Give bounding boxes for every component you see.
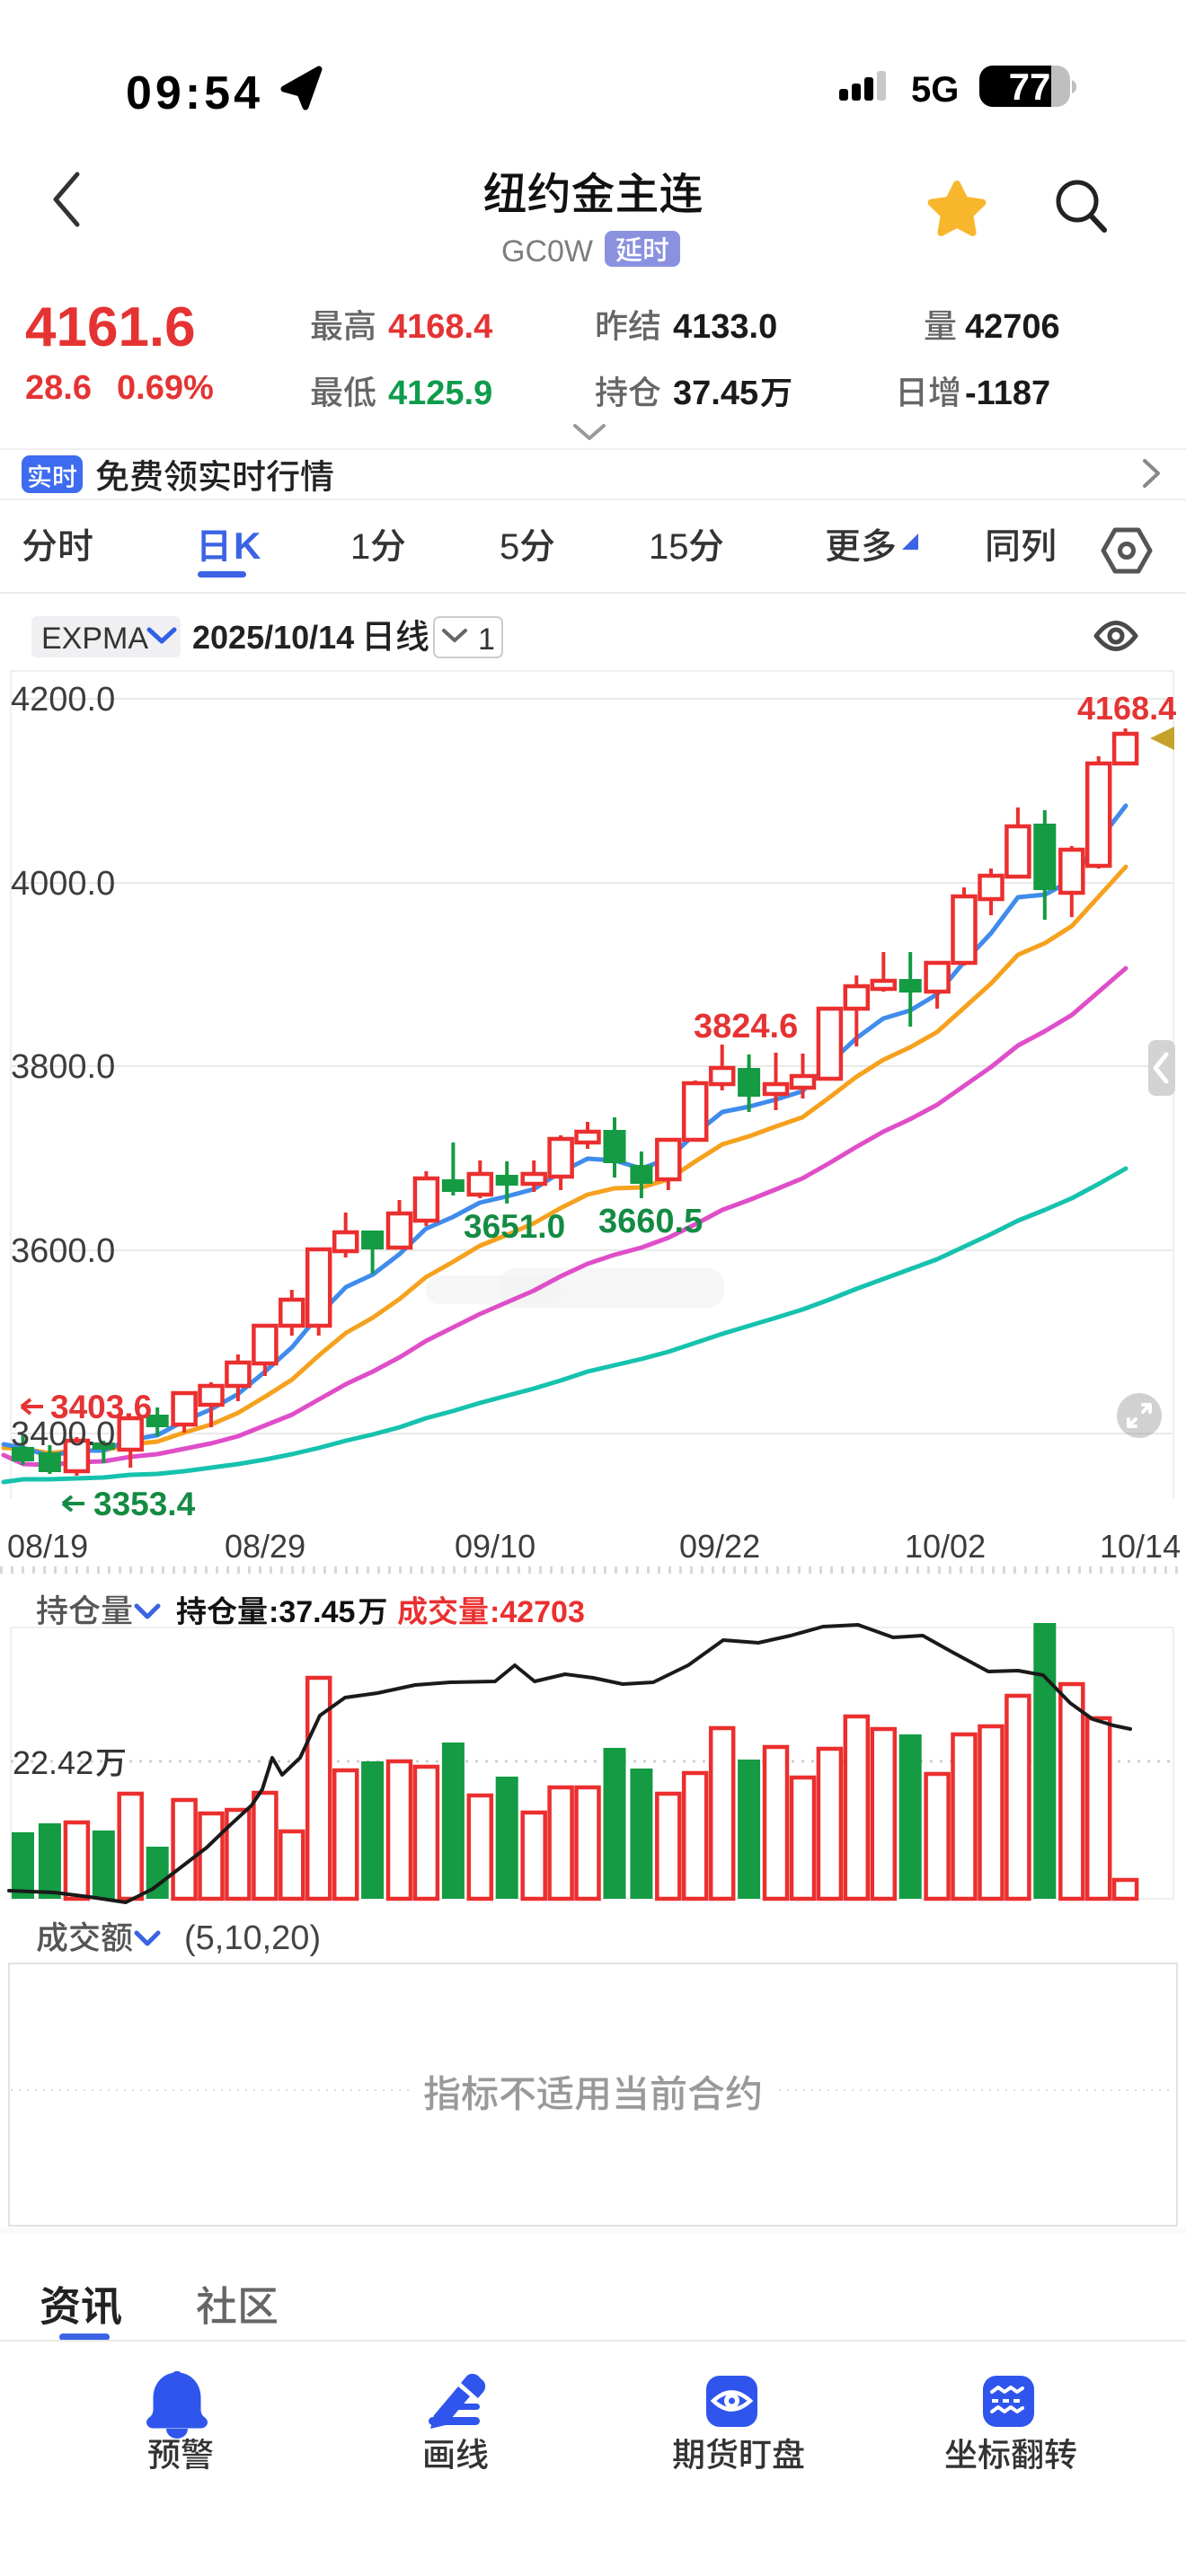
- svg-text:77: 77: [1009, 66, 1051, 108]
- svg-text:37.45: 37.45: [673, 375, 758, 412]
- svg-text:4200.0: 4200.0: [11, 681, 115, 719]
- svg-text:3660.5: 3660.5: [598, 1203, 703, 1240]
- svg-text:2025/10/14: 2025/10/14: [192, 619, 354, 656]
- svg-text:09/22: 09/22: [679, 1528, 760, 1565]
- svg-text:4161.6: 4161.6: [25, 296, 196, 358]
- svg-text:10/14: 10/14: [1100, 1528, 1181, 1565]
- svg-text:15: 15: [649, 527, 689, 567]
- svg-text::42703: :42703: [490, 1595, 585, 1629]
- svg-text:-1187: -1187: [965, 375, 1050, 412]
- svg-text:K: K: [234, 525, 261, 567]
- svg-text:09:54: 09:54: [126, 67, 263, 119]
- svg-text:3400.0: 3400.0: [11, 1416, 115, 1453]
- svg-text:4000.0: 4000.0: [11, 865, 115, 903]
- svg-text:4168.4: 4168.4: [388, 308, 492, 346]
- svg-text:3353.4: 3353.4: [93, 1486, 196, 1522]
- svg-text:5: 5: [500, 527, 519, 567]
- svg-text:GC0W: GC0W: [501, 234, 593, 269]
- svg-text:3800.0: 3800.0: [11, 1048, 115, 1086]
- svg-text:22.42: 22.42: [13, 1744, 93, 1781]
- svg-text:3824.6: 3824.6: [694, 1008, 798, 1045]
- svg-text:08/19: 08/19: [7, 1528, 88, 1565]
- svg-text:10/02: 10/02: [905, 1528, 986, 1565]
- svg-text:5G: 5G: [911, 70, 959, 110]
- svg-text:3651.0: 3651.0: [464, 1208, 565, 1245]
- svg-text::37.45: :37.45: [269, 1595, 355, 1629]
- svg-text:09/10: 09/10: [455, 1528, 535, 1565]
- svg-text:4133.0: 4133.0: [673, 308, 777, 346]
- svg-text:4168.4: 4168.4: [1077, 690, 1176, 727]
- svg-text:3600.0: 3600.0: [11, 1232, 115, 1270]
- svg-text:08/29: 08/29: [225, 1528, 305, 1565]
- svg-text:0.69%: 0.69%: [117, 369, 214, 407]
- svg-text:42706: 42706: [965, 308, 1060, 346]
- svg-text:(5,10,20): (5,10,20): [184, 1919, 321, 1957]
- svg-text:1: 1: [350, 527, 370, 567]
- svg-text:1: 1: [478, 622, 495, 657]
- svg-text:28.6: 28.6: [25, 369, 92, 407]
- svg-text:EXPMA: EXPMA: [41, 622, 148, 656]
- svg-text:3403.6: 3403.6: [50, 1389, 152, 1425]
- svg-text:4125.9: 4125.9: [388, 375, 492, 412]
